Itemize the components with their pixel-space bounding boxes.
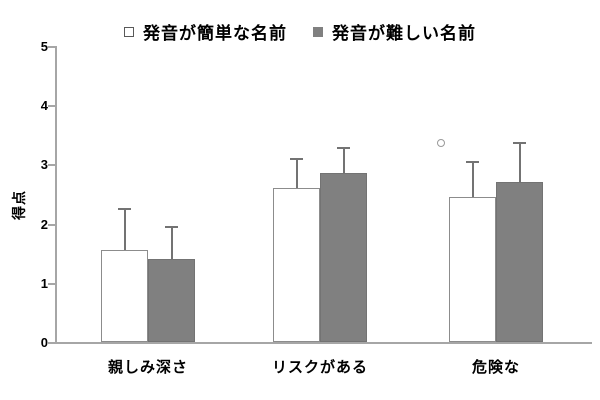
y-tick — [48, 164, 55, 167]
x-axis-label-2: 危険な — [471, 359, 520, 376]
bar-series0-group2 — [449, 196, 496, 342]
error-bar-line — [170, 227, 173, 260]
legend: 発音が簡単な名前 発音が難しい名前 — [0, 19, 600, 44]
x-axis-line — [55, 342, 592, 344]
y-tick-label-1: 1 — [40, 275, 48, 291]
legend-item-easy: 発音が簡単な名前 — [124, 19, 287, 44]
error-bar-cap — [513, 142, 526, 145]
error-bar-line — [518, 143, 521, 183]
error-bar-cap — [466, 161, 479, 164]
error-bar-line — [471, 162, 474, 197]
y-axis-line — [55, 46, 57, 344]
legend-item-hard: 発音が難しい名前 — [313, 19, 476, 44]
y-tick — [48, 105, 55, 108]
error-bar-cap — [118, 207, 131, 210]
error-bar-line — [123, 208, 126, 251]
y-tick — [48, 342, 55, 344]
stray-circle-annotation — [437, 139, 445, 147]
bar-series1-group0 — [148, 259, 195, 342]
error-bar-line — [295, 159, 298, 189]
bar-series0-group1 — [273, 188, 320, 342]
open-square-icon — [124, 26, 134, 37]
y-tick-label-5: 5 — [40, 39, 48, 54]
y-tick — [48, 223, 55, 226]
y-axis-title: 得点 — [11, 190, 27, 220]
error-bar-line — [342, 147, 345, 174]
x-axis-label-1: リスクがある — [271, 359, 368, 376]
error-bar-cap — [290, 158, 303, 161]
y-tick-label-0: 0 — [40, 335, 48, 350]
y-tick-label-2: 2 — [40, 216, 48, 232]
error-bar-cap — [337, 146, 350, 149]
y-tick — [48, 282, 55, 285]
y-tick — [48, 46, 55, 48]
legend-label-easy: 発音が簡単な名前 — [143, 24, 287, 43]
error-bar-cap — [165, 226, 178, 229]
bar-series1-group2 — [496, 182, 543, 342]
y-tick-label-4: 4 — [40, 98, 48, 114]
filled-square-icon — [313, 26, 323, 37]
bar-series1-group1 — [320, 173, 367, 342]
bar-series0-group0 — [101, 250, 148, 342]
x-axis-label-0: 親しみ深さ — [107, 359, 188, 376]
legend-label-hard: 発音が難しい名前 — [332, 24, 476, 43]
y-tick-label-3: 3 — [40, 157, 48, 173]
